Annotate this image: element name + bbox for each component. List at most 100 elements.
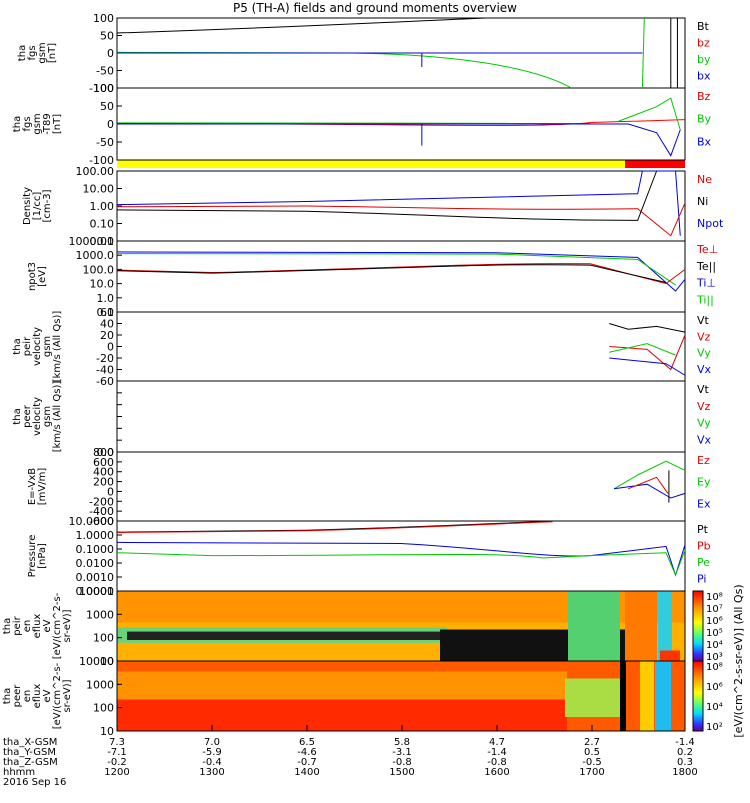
y-tick-label: 100 — [93, 632, 114, 645]
colorbar-tick-bottom: 10⁴ — [706, 702, 723, 713]
y-axis-label: eV — [42, 619, 53, 632]
legend-Bz: Bz — [697, 90, 711, 103]
y-tick-label: 10 — [100, 655, 114, 668]
legend-Vx: Vx — [697, 363, 712, 376]
y-tick-label: 60 — [100, 306, 114, 319]
legend-By: By — [697, 113, 712, 126]
y-axis-label: tha — [17, 45, 28, 61]
y-axis-label: [nPa] — [37, 543, 48, 569]
y-tick-label: 800 — [93, 446, 114, 459]
colorbar-tick-top: 10⁶ — [706, 616, 723, 627]
y-tick-label: -50 — [96, 136, 114, 149]
y-axis-label: gsm — [42, 406, 53, 427]
spec-band-dark — [127, 631, 447, 640]
trace-Bx — [117, 123, 681, 157]
legend-Vx: Vx — [697, 433, 712, 446]
x-row-value: -7.1 — [107, 747, 127, 758]
panel-frame — [116, 380, 686, 453]
y-tick-label: -100 — [89, 82, 114, 95]
y-tick-label: 0.1 — [97, 306, 115, 319]
x-row-value: 4.7 — [489, 737, 505, 748]
spec-yellow-block — [640, 661, 654, 731]
legend-Pe: Pe — [697, 556, 710, 569]
panel-frame — [116, 311, 686, 382]
colorbar-label: [eV/(cm^2-s-sr-eV)] (All Qs) — [732, 584, 745, 737]
y-tick-label: 20 — [100, 329, 114, 342]
trace-Bt — [116, 17, 487, 34]
y-axis-label: peir — [22, 336, 33, 356]
legend-bz: bz — [697, 37, 710, 50]
trace-By-late — [618, 97, 681, 130]
y-tick-label: 50 — [100, 100, 114, 113]
legend-Te⊥: Te⊥ — [696, 243, 718, 256]
y-tick-label: 10000 — [79, 585, 114, 598]
trace-Vz — [609, 334, 686, 371]
x-axis: tha_X-GSM 7.3 7.0 6.5 5.8 4.7 2.7 -1.4 tha_Y-GSM… — [3, 725, 698, 788]
trace-Te-perp — [116, 263, 686, 285]
y-axis-label: [km/s (All Qs)] — [52, 381, 63, 453]
y-tick-label: 50 — [100, 30, 114, 43]
x-row-value: -0.8 — [487, 757, 507, 768]
x-row-value: -0.5 — [582, 757, 602, 768]
y-axis-label: velocity — [32, 397, 43, 436]
status-bar-yellow — [117, 160, 625, 168]
x-row-value: 1300 — [199, 767, 224, 778]
legend-Pi: Pi — [697, 573, 706, 586]
trace-Vx — [609, 357, 686, 376]
spec-green-block — [565, 678, 625, 717]
trace-Ey — [613, 460, 686, 490]
x-row-value: -0.2 — [107, 757, 127, 768]
panel-density: 100.00 10.00 1.00 0.10 0.01 Density [1/cc] [cm-… — [22, 165, 724, 248]
y-tick-label: 10.00 — [83, 183, 115, 196]
x-row-label: tha_X-GSM — [3, 737, 57, 748]
x-date: 2016 Sep 16 — [3, 777, 66, 788]
legend-Vy: Vy — [697, 417, 711, 430]
trace-Ex — [613, 483, 686, 499]
x-row-value: 0.2 — [677, 747, 693, 758]
y-axis-label: [cm-3] — [42, 189, 53, 222]
trace-Npot — [116, 170, 681, 236]
trace-Ti-perp — [116, 251, 686, 292]
spectrogram-9 — [117, 661, 685, 731]
chart-title: P5 (TH-A) fields and ground moments over… — [233, 1, 517, 15]
trace-by — [116, 51, 572, 89]
y-axis-label: peer — [22, 404, 33, 428]
traces — [116, 17, 686, 577]
y-tick-label: -60 — [96, 375, 114, 388]
trace-Ni — [116, 170, 658, 221]
colorbar-tick-bottom: 10⁸ — [706, 662, 723, 673]
y-axis-label: gsm — [42, 336, 53, 357]
y-tick-label: 0.1000 — [76, 543, 115, 556]
colorbar-tick-bottom: 10² — [706, 722, 723, 733]
legend-Vy: Vy — [697, 347, 711, 360]
trace-Vy — [609, 343, 676, 356]
y-axis-label: [mV/m] — [37, 468, 48, 506]
y-tick-label: 0.10 — [90, 218, 115, 231]
y-axis-label: sr-eV)] — [62, 679, 73, 712]
y-tick-label: 1.00 — [90, 200, 115, 213]
legend-Pb: Pb — [697, 540, 711, 553]
y-axis-label: [nT] — [47, 43, 58, 63]
trace-Pe — [116, 549, 686, 577]
y-tick-label: 0.0 — [97, 446, 115, 459]
x-row-label: hhmm — [3, 767, 35, 778]
y-axis-label: tha — [12, 116, 23, 132]
y-axis-label: tha — [2, 618, 13, 634]
colorbar-bottom — [692, 660, 704, 732]
y-axis-label: npot3 — [27, 262, 38, 291]
y-axis-label: tha — [2, 688, 13, 704]
legend-Ti||: Ti|| — [696, 293, 714, 306]
x-row-value: -5.9 — [202, 747, 222, 758]
y-tick-label: 0.0100 — [76, 557, 115, 570]
x-row-label: tha_Z-GSM — [3, 757, 58, 768]
trace-Pb — [116, 521, 553, 533]
y-axis-label: [nT] — [52, 114, 63, 134]
trace-Pt — [116, 520, 553, 533]
y-tick-label: 0.0001 — [76, 585, 115, 598]
y-axis-label: [eV/(cm^2-s- — [52, 662, 63, 729]
x-row-value: -4.6 — [297, 747, 317, 758]
y-tick-label: 1.0000 — [76, 529, 115, 542]
legend-Vz: Vz — [697, 400, 711, 413]
